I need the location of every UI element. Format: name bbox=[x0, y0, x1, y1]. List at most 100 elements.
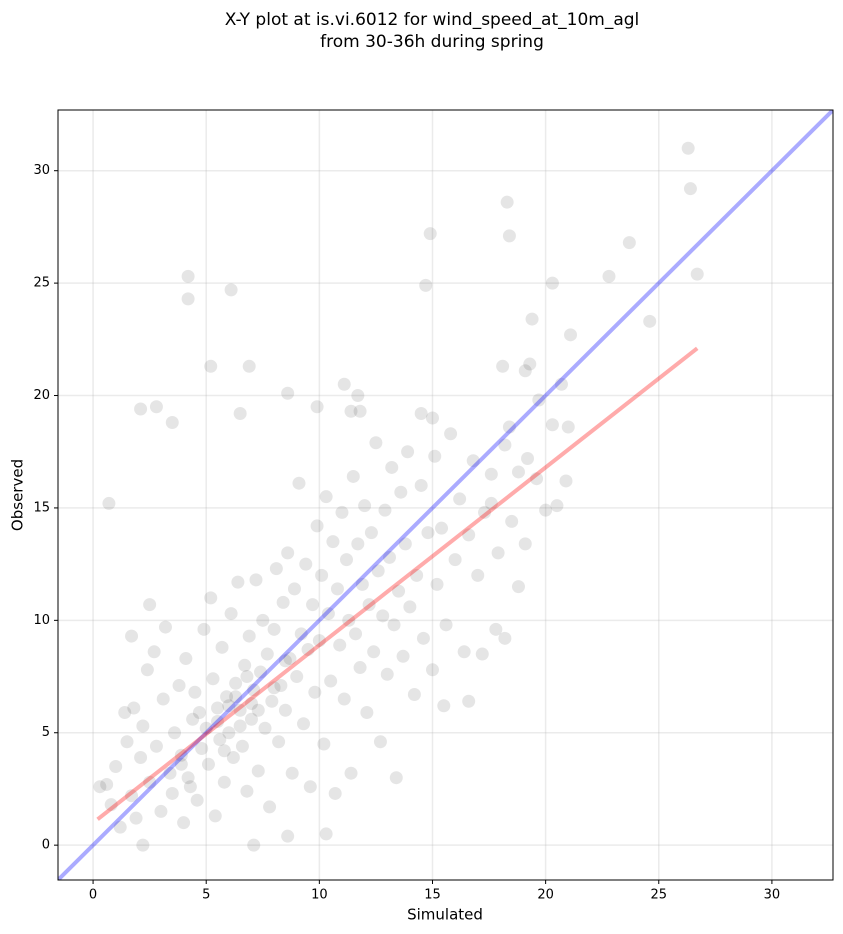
point bbox=[254, 665, 268, 679]
point bbox=[351, 537, 365, 551]
point bbox=[265, 694, 279, 708]
point bbox=[154, 804, 168, 818]
point bbox=[423, 227, 437, 241]
point bbox=[489, 622, 503, 636]
point bbox=[421, 526, 435, 540]
y-tick-label: 30 bbox=[33, 163, 50, 178]
point bbox=[149, 400, 163, 414]
point bbox=[532, 393, 546, 407]
point bbox=[224, 607, 238, 621]
point bbox=[256, 613, 270, 627]
chart-title: from 30-36h during spring bbox=[320, 32, 544, 52]
point bbox=[208, 809, 222, 823]
point bbox=[380, 667, 394, 681]
point bbox=[183, 780, 197, 794]
point bbox=[435, 521, 449, 535]
point bbox=[240, 784, 254, 798]
point bbox=[518, 364, 532, 378]
chart-title: X-Y plot at is.vi.6012 for wind_speed_at… bbox=[225, 10, 640, 30]
point bbox=[358, 499, 372, 513]
point bbox=[505, 514, 519, 528]
point bbox=[367, 645, 381, 659]
point bbox=[231, 575, 245, 589]
point bbox=[125, 789, 139, 803]
point bbox=[369, 436, 383, 450]
point bbox=[100, 777, 114, 791]
point bbox=[444, 427, 458, 441]
point bbox=[502, 420, 516, 434]
point bbox=[475, 647, 489, 661]
point bbox=[224, 283, 238, 297]
point bbox=[113, 820, 127, 834]
point bbox=[195, 741, 209, 755]
line bbox=[58, 110, 833, 880]
point bbox=[129, 811, 143, 825]
point bbox=[471, 568, 485, 582]
point bbox=[491, 546, 505, 560]
x-tick-label: 20 bbox=[537, 888, 554, 903]
y-tick-label: 10 bbox=[33, 613, 50, 628]
point bbox=[319, 827, 333, 841]
x-tick-label: 10 bbox=[311, 888, 328, 903]
point bbox=[564, 328, 578, 342]
point bbox=[258, 721, 272, 735]
point bbox=[321, 607, 335, 621]
point bbox=[285, 766, 299, 780]
point bbox=[163, 766, 177, 780]
point bbox=[462, 528, 476, 542]
point bbox=[272, 735, 286, 749]
point bbox=[337, 377, 351, 391]
point bbox=[147, 645, 161, 659]
point bbox=[267, 681, 281, 695]
point bbox=[174, 757, 188, 771]
point bbox=[190, 793, 204, 807]
point bbox=[181, 292, 195, 306]
point bbox=[378, 503, 392, 517]
point bbox=[690, 267, 704, 281]
point bbox=[425, 663, 439, 677]
point bbox=[211, 715, 225, 729]
point bbox=[165, 786, 179, 800]
line bbox=[96, 346, 699, 821]
point bbox=[297, 717, 311, 731]
point bbox=[394, 485, 408, 499]
point bbox=[233, 407, 247, 421]
point bbox=[353, 661, 367, 675]
point bbox=[330, 582, 344, 596]
point bbox=[353, 404, 367, 418]
point bbox=[217, 744, 231, 758]
point bbox=[235, 739, 249, 753]
point bbox=[448, 553, 462, 567]
point bbox=[222, 699, 236, 713]
point bbox=[561, 420, 575, 434]
point bbox=[462, 694, 476, 708]
point bbox=[683, 182, 697, 196]
point bbox=[382, 550, 396, 564]
point bbox=[349, 627, 363, 641]
point bbox=[120, 735, 134, 749]
point bbox=[301, 643, 315, 657]
point bbox=[197, 622, 211, 636]
point bbox=[523, 357, 537, 371]
point bbox=[396, 649, 410, 663]
point bbox=[364, 526, 378, 540]
point bbox=[276, 595, 290, 609]
point bbox=[294, 627, 308, 641]
point bbox=[425, 411, 439, 425]
point bbox=[319, 490, 333, 504]
point bbox=[478, 505, 492, 519]
point bbox=[453, 492, 467, 506]
point bbox=[287, 582, 301, 596]
point bbox=[93, 780, 107, 794]
point bbox=[143, 598, 157, 612]
point bbox=[337, 692, 351, 706]
point bbox=[419, 278, 433, 292]
point bbox=[238, 658, 252, 672]
point bbox=[263, 800, 277, 814]
point bbox=[344, 766, 358, 780]
point bbox=[387, 618, 401, 632]
point bbox=[244, 697, 258, 711]
point bbox=[545, 276, 559, 290]
point bbox=[498, 438, 512, 452]
